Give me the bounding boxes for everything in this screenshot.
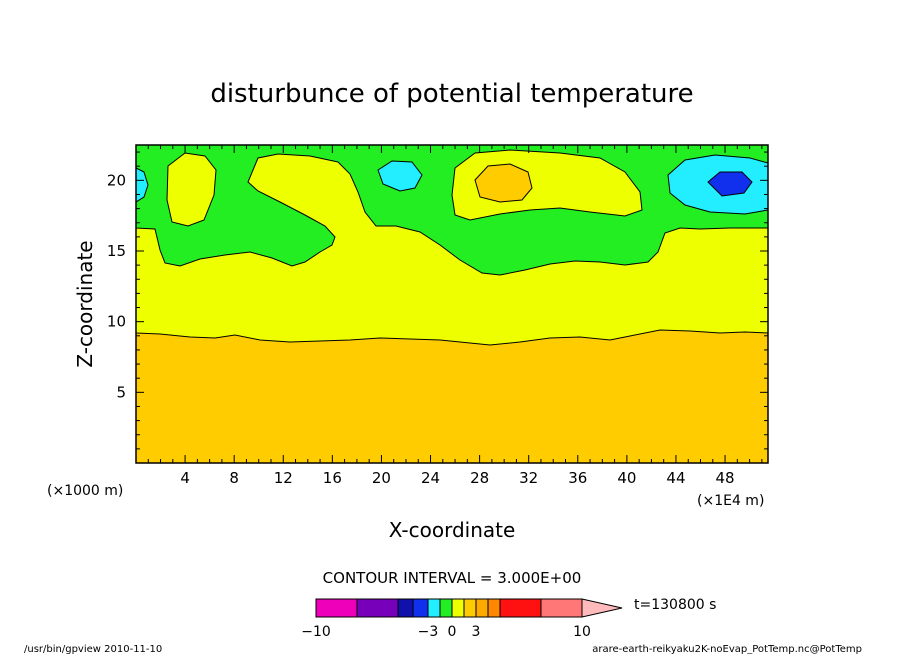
colorbar-cell — [475, 598, 489, 618]
contour-region-orange-patch — [474, 163, 533, 203]
colorbar-cell — [499, 598, 542, 618]
x-tick-label: 44 — [666, 469, 685, 487]
x-tick-label: 4 — [180, 469, 190, 487]
x-axis-label: X-coordinate — [389, 518, 516, 542]
contour-interval: CONTOUR INTERVAL = 3.000E+00 — [323, 569, 582, 587]
colorbar-labels: −10 −3 0 3 10 — [301, 624, 591, 640]
x-tick-label: 20 — [372, 469, 391, 487]
colorbar-cell — [487, 598, 501, 618]
colorbar — [315, 598, 623, 618]
x-unit-left: (×1000 m) — [47, 483, 123, 499]
axis-ticks — [136, 145, 768, 463]
y-tick-labels: 5 10 15 20 — [107, 171, 126, 401]
plot-frame — [135, 144, 769, 464]
colorbar-label: 10 — [573, 624, 591, 640]
colorbar-cell — [540, 598, 583, 618]
colorbar-cell — [397, 598, 414, 618]
x-tick-label: 48 — [716, 469, 735, 487]
colorbar-label: −3 — [418, 624, 439, 640]
x-unit-right: (×1E4 m) — [697, 493, 764, 509]
y-tick-label: 5 — [116, 383, 126, 401]
x-tick-label: 36 — [568, 469, 587, 487]
x-tick-label: 8 — [229, 469, 239, 487]
x-tick-label: 16 — [323, 469, 342, 487]
x-tick-label: 40 — [617, 469, 636, 487]
colorbar-cell — [356, 598, 399, 618]
colorbar-cell — [463, 598, 477, 618]
x-tick-label: 24 — [421, 469, 440, 487]
x-tick-label: 28 — [470, 469, 489, 487]
x-tick-label: 32 — [519, 469, 538, 487]
colorbar-cell — [427, 598, 441, 618]
footer-right: arare-earth-reikyaku2K-noEvap_PotTemp.nc… — [592, 644, 862, 654]
chart-title: disturbunce of potential temperature — [210, 79, 693, 109]
contour-region-blue — [707, 171, 753, 197]
y-axis-label: Z-coordinate — [73, 240, 97, 367]
colorbar-cell — [439, 598, 453, 618]
colorbar-cell — [451, 598, 465, 618]
contour-region-yellow-patch-1 — [166, 152, 217, 227]
contour-region-cyan-mid — [377, 160, 423, 192]
y-tick-label: 15 — [107, 242, 126, 260]
time-label: t=130800 s — [634, 597, 716, 613]
contour-field — [136, 145, 768, 463]
colorbar-label: 3 — [472, 624, 481, 640]
footer-left: /usr/bin/gpview 2010-11-10 — [24, 644, 162, 654]
colorbar-cell — [412, 598, 429, 618]
contour-region-cyan-left — [136, 167, 149, 203]
colorbar-arrow — [581, 598, 623, 618]
colorbar-label: −10 — [301, 624, 331, 640]
colorbar-cell — [315, 598, 358, 618]
x-tick-labels: 4 8 12 16 20 24 28 32 36 40 44 48 — [180, 469, 734, 487]
y-tick-label: 10 — [107, 313, 126, 331]
colorbar-label: 0 — [448, 624, 457, 640]
x-tick-label: 12 — [274, 469, 293, 487]
y-tick-label: 20 — [107, 171, 126, 189]
